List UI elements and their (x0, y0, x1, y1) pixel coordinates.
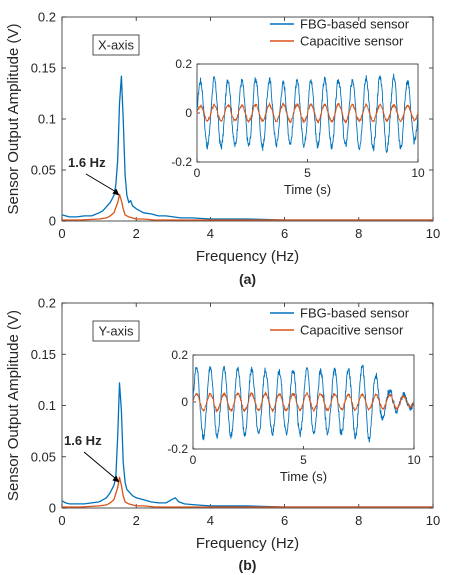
inset-y-tick-label: 0 (181, 395, 188, 409)
inset-y-tick-label: 0.2 (171, 348, 188, 362)
inset-x-axis-label: Time (s) (284, 182, 331, 197)
inset-series-line-capacitive (196, 101, 419, 125)
y-tick-label: 0.15 (31, 347, 56, 362)
x-tick-label: 6 (281, 226, 288, 241)
inset-y-tick-label: 0.2 (175, 57, 192, 71)
x-tick-label: 0 (58, 226, 65, 241)
inset-x-tick-label: 0 (194, 166, 201, 180)
x-axis-label: Frequency (Hz) (196, 535, 299, 552)
annotation-arrow-shaft (85, 173, 116, 192)
annotation-arrow-shaft (83, 451, 116, 479)
y-tick-label: 0.2 (38, 10, 56, 25)
inset-series-line-fbg (196, 73, 419, 154)
x-tick-label: 8 (355, 513, 362, 528)
inset-y-tick-label: -0.2 (167, 442, 188, 456)
legend-entry: FBG-based sensor (300, 17, 410, 32)
axis-id-box (92, 34, 140, 56)
y-tick-label: 0 (49, 214, 56, 229)
annotation-arrow-head (112, 188, 120, 196)
y-tick-label: 0 (49, 501, 56, 516)
legend-entry: Capacitive sensor (300, 34, 404, 49)
series-line-capacitive (62, 193, 433, 221)
axis-id-box (92, 320, 140, 342)
peak-annotation: 1.6 Hz (68, 155, 106, 170)
peak-annotation: 1.6 Hz (64, 433, 102, 448)
x-tick-label: 4 (207, 226, 214, 241)
x-tick-label: 2 (133, 513, 140, 528)
y-tick-label: 0.05 (31, 449, 56, 464)
inset-series-line-capacitive (192, 390, 415, 413)
inset-series-line-fbg (192, 364, 415, 443)
y-tick-label: 0.1 (38, 398, 56, 413)
x-axis-label: Frequency (Hz) (196, 248, 299, 265)
axis-id-label: Y-axis (99, 324, 134, 339)
y-tick-label: 0.2 (38, 296, 56, 311)
inset-x-tick-label: 10 (411, 166, 425, 180)
x-tick-label: 0 (58, 513, 65, 528)
y-tick-label: 0.15 (31, 61, 56, 76)
inset-x-tick-label: 0 (190, 453, 197, 467)
x-tick-label: 2 (133, 226, 140, 241)
x-tick-label: 4 (207, 513, 214, 528)
inset-x-axis-label: Time (s) (280, 469, 327, 484)
series-line-fbg (61, 75, 433, 221)
inset-x-tick-label: 10 (407, 453, 421, 467)
axis-id-label: X-axis (98, 38, 135, 53)
inset-y-tick-label: 0 (185, 106, 192, 120)
y-axis-label: Sensor Output Amplitude (V) (5, 310, 22, 501)
inset-y-tick-label: -0.2 (171, 155, 192, 169)
y-tick-label: 0.05 (31, 163, 56, 178)
legend-entry: FBG-based sensor (300, 306, 410, 321)
y-axis-label: Sensor Output Amplitude (V) (5, 24, 22, 215)
annotation-arrow-head (112, 475, 120, 483)
series-line-fbg (61, 382, 433, 508)
x-tick-label: 8 (355, 226, 362, 241)
x-tick-label: 10 (426, 226, 440, 241)
series-line-capacitive (62, 476, 433, 508)
x-tick-label: 10 (426, 513, 440, 528)
x-tick-label: 6 (281, 513, 288, 528)
inset-x-tick-label: 5 (300, 453, 307, 467)
legend-entry: Capacitive sensor (300, 323, 404, 338)
inset-x-tick-label: 5 (304, 166, 311, 180)
y-tick-label: 0.1 (38, 112, 56, 127)
panel-label: (b) (239, 557, 257, 573)
panel-label: (a) (239, 271, 256, 287)
